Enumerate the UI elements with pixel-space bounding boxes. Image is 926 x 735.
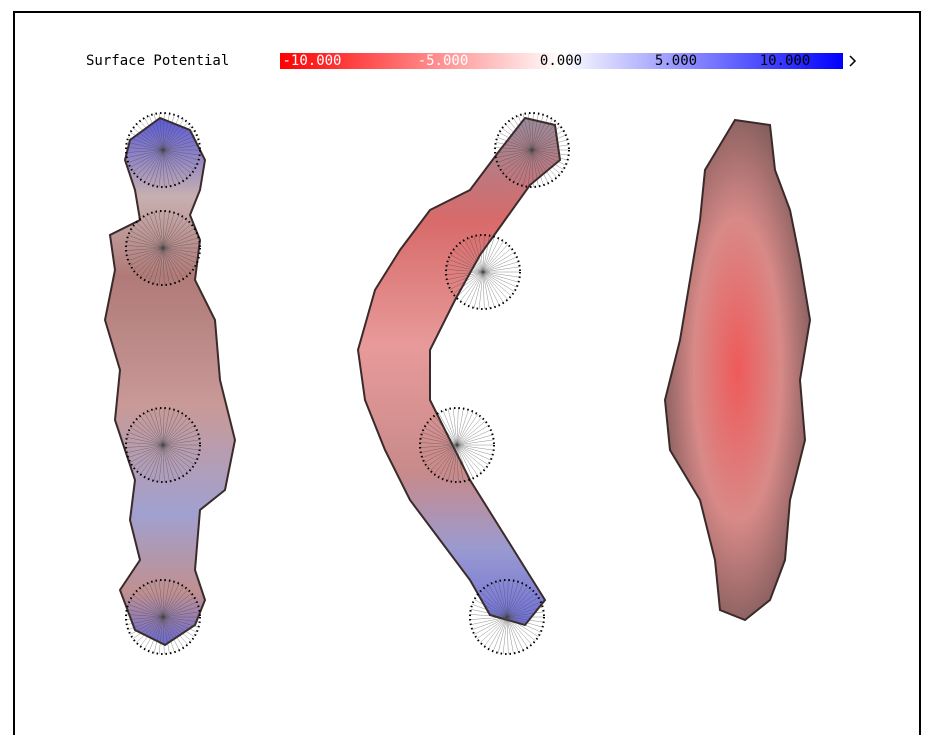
color-bar-label: 0.000 xyxy=(540,53,582,69)
legend-title: Surface Potential xyxy=(86,53,229,69)
color-bar-label: -5.000 xyxy=(418,53,469,69)
color-bar-label: 5.000 xyxy=(655,53,697,69)
color-bar-label: -10.000 xyxy=(282,53,341,69)
color-bar-label: 10.000 xyxy=(760,53,811,69)
viewer: Surface Potential -10.000 -5.000 0.000 5… xyxy=(0,0,926,735)
